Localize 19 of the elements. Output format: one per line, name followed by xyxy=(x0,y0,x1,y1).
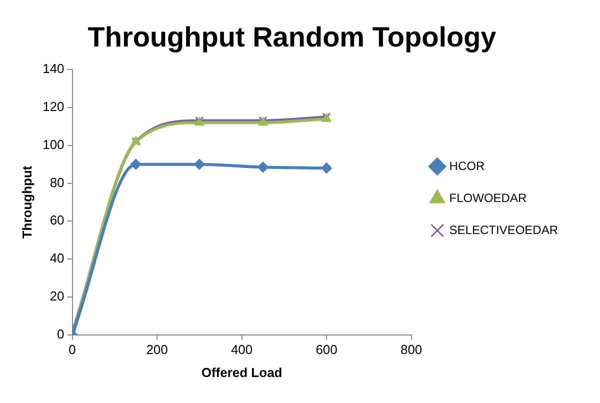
legend-label: HCOR xyxy=(449,158,485,173)
legend-label: FLOWOEDAR xyxy=(449,190,527,205)
chart-title: Throughput Random Topology xyxy=(88,22,497,53)
x-tick-label: 600 xyxy=(316,342,338,358)
x-tick-label: 400 xyxy=(230,342,253,358)
legend-label: SELECTIVEOEDAR xyxy=(449,222,558,237)
y-tick-label: 60 xyxy=(50,212,64,228)
y-tick-label: 100 xyxy=(42,136,64,152)
y-tick-label: 0 xyxy=(57,326,64,342)
y-tick-label: 120 xyxy=(42,99,64,114)
y-tick-label: 140 xyxy=(42,61,64,76)
y-tick-label: 40 xyxy=(50,250,64,266)
x-tick-label: 200 xyxy=(146,342,168,358)
y-tick-label: 20 xyxy=(50,288,64,304)
x-axis-title: Offered Load xyxy=(201,364,282,380)
y-axis-title: Throughput xyxy=(19,165,34,239)
y-tick-label: 80 xyxy=(50,174,64,190)
x-tick-label: 800 xyxy=(400,342,422,358)
x-tick-label: 0 xyxy=(68,342,76,358)
